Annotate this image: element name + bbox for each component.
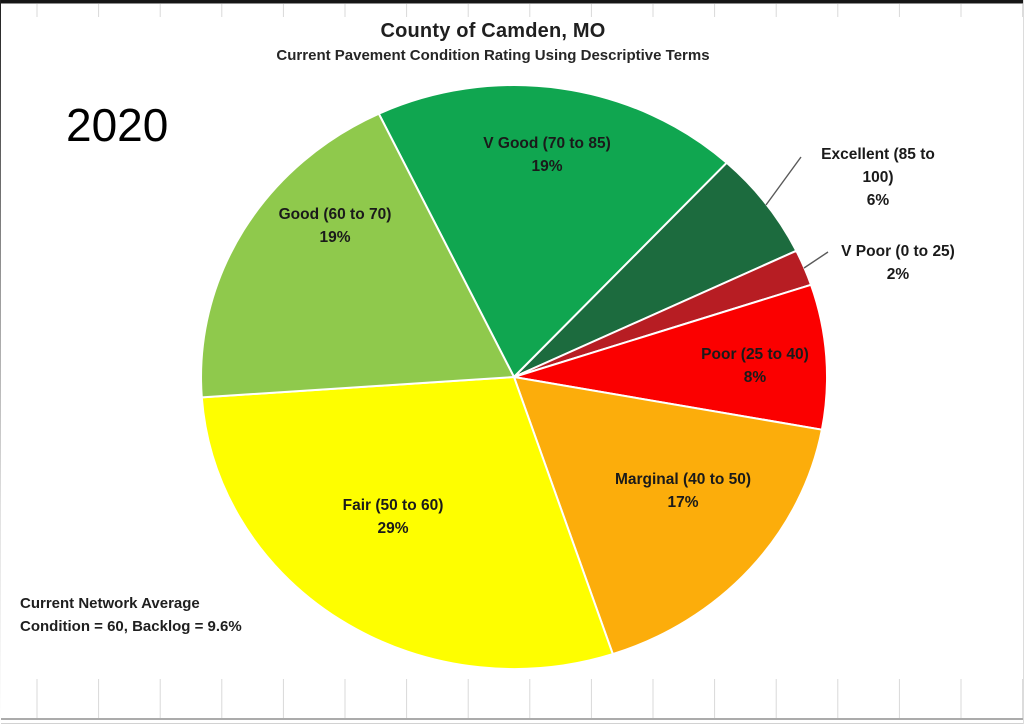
slice-label-line: 17% (667, 494, 699, 511)
pie-slice-good (200, 112, 515, 399)
slice-label-line: Fair (50 to 60) (342, 497, 444, 514)
pie-slice-poor (513, 283, 829, 431)
page-top-border-2 (0, 3, 1024, 4)
pie-slice-vgood (377, 84, 728, 378)
page-bottom-rule (0, 718, 1024, 720)
slice-label-line: Marginal (40 to 50) (614, 471, 752, 488)
slice-label-line: 100) (862, 169, 894, 186)
note-line-2: Condition = 60, Backlog = 9.6% (20, 618, 242, 635)
pie-slice-fair (200, 376, 614, 671)
slice-label-good: Good (60 to 70) 19% (279, 203, 392, 249)
slice-label-line: Good (60 to 70) (278, 206, 392, 223)
page-top-border (0, 0, 1024, 3)
slice-label-line: 19% (531, 158, 563, 175)
label-leader-lines (765, 156, 829, 269)
pie-slices (200, 84, 829, 671)
slice-label-line: V Poor (0 to 25) (841, 243, 955, 260)
slice-label-line: V Good (70 to 85) (483, 135, 611, 152)
slice-label-fair: Fair (50 to 60) 29% (343, 494, 444, 540)
pie-slice-marginal (513, 376, 823, 656)
slice-label-line: 19% (319, 229, 351, 246)
slice-label-excellent: Excellent (85 to 100) 6% (821, 143, 935, 212)
slice-label-marginal: Marginal (40 to 50) 17% (615, 468, 751, 514)
slice-label-line: 29% (377, 520, 409, 537)
year-label: 2020 (66, 99, 169, 151)
chart-title-block: County of Camden, MO Current Pavement Co… (276, 20, 709, 64)
network-average-note: Current Network Average Condition = 60, … (20, 592, 242, 638)
slice-label-line: Poor (25 to 40) (701, 346, 809, 363)
slice-label-line: 2% (886, 266, 910, 283)
slice-label-line: 8% (743, 369, 767, 386)
chart-title: County of Camden, MO (380, 20, 606, 42)
table-gridlines (36, 4, 1024, 718)
slice-label-line: Excellent (85 to (821, 146, 935, 163)
note-line-1: Current Network Average (20, 595, 200, 612)
page-left-edge (0, 0, 1, 724)
chart-subtitle: Current Pavement Condition Rating Using … (276, 47, 710, 64)
leader-line-excellent (765, 156, 802, 206)
slice-label-line: 6% (866, 192, 890, 209)
leader-line-vpoor (803, 251, 829, 269)
slice-label-vgood: V Good (70 to 85) 19% (483, 132, 610, 178)
slice-label-vpoor: V Poor (0 to 25) 2% (841, 240, 955, 286)
slice-label-poor: Poor (25 to 40) 8% (701, 343, 809, 389)
